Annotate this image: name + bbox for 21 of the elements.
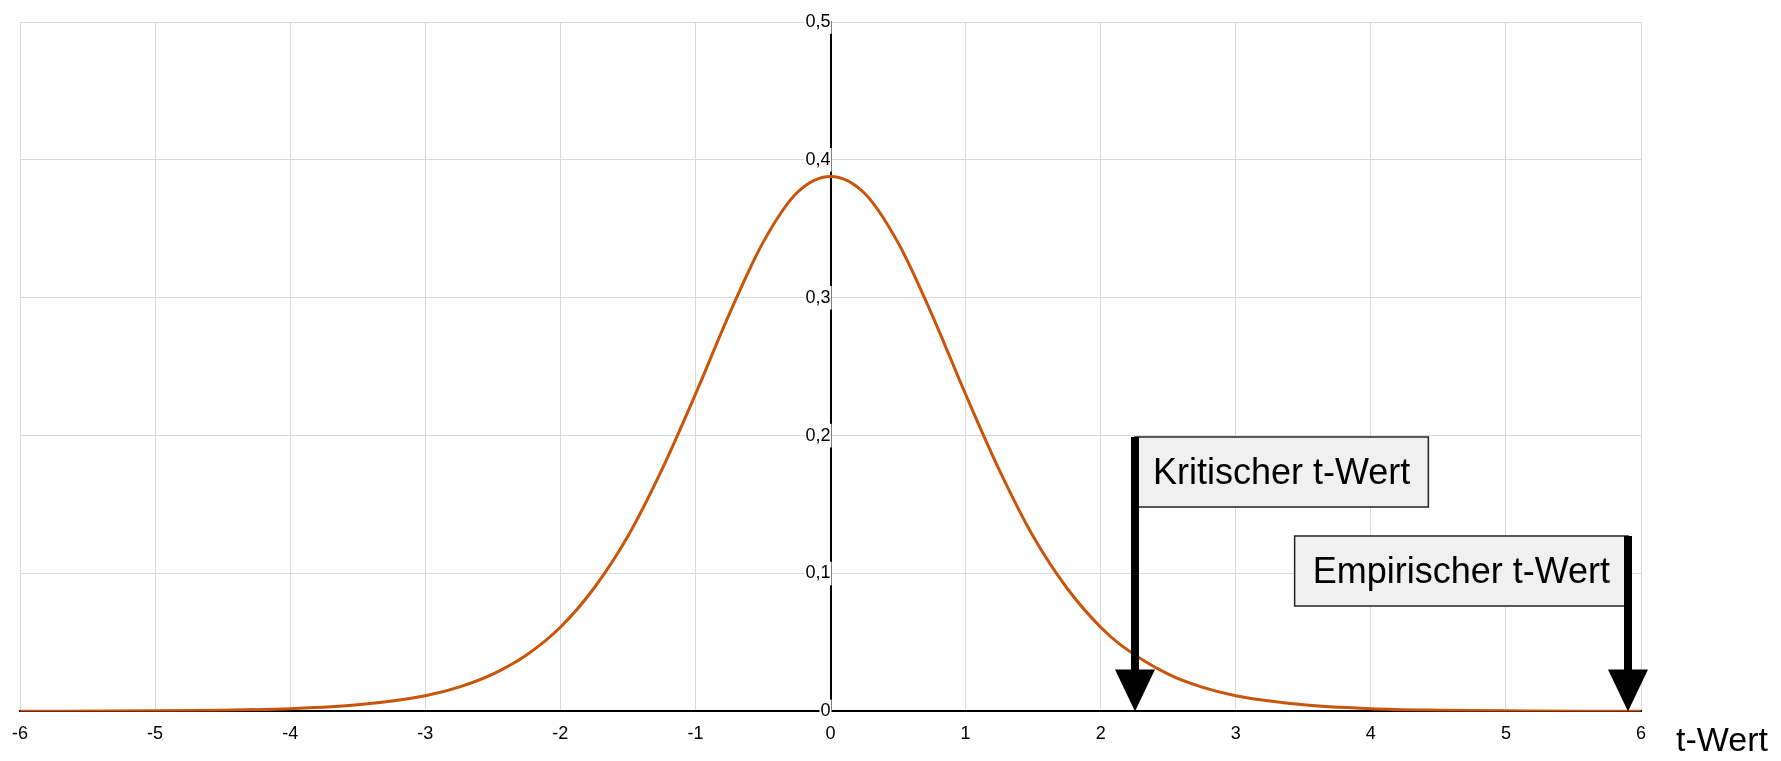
x-axis-title: t-Wert: [1676, 719, 1769, 758]
annotation: Empirischer t-Wert: [1312, 549, 1611, 591]
x-tick-label: 4: [1365, 723, 1376, 744]
x-tick-label: -3: [417, 723, 434, 744]
x-tick-label: -4: [282, 723, 299, 744]
annotation: Kritischer t-Wert: [1153, 450, 1411, 492]
x-tick-label: 5: [1500, 723, 1511, 744]
y-tick-label: 0,3: [805, 286, 831, 307]
x-tick-label: 1: [960, 723, 971, 744]
x-tick-label: -6: [11, 723, 29, 744]
x-tick-label: 6: [1635, 723, 1647, 744]
y-tick-label: 0,2: [805, 424, 831, 445]
x-tick-label: -5: [147, 723, 164, 744]
y-tick-label: 0,1: [805, 562, 831, 583]
x-tick-label: 2: [1095, 723, 1106, 744]
y-tick-label: 0,4: [805, 148, 831, 169]
y-tick-label: 0,5: [805, 10, 831, 31]
x-tick-label: -2: [552, 723, 569, 744]
y-tick-label: 0: [820, 700, 831, 721]
x-tick-label: -1: [687, 723, 704, 744]
x-tick-label: 3: [1230, 723, 1241, 744]
